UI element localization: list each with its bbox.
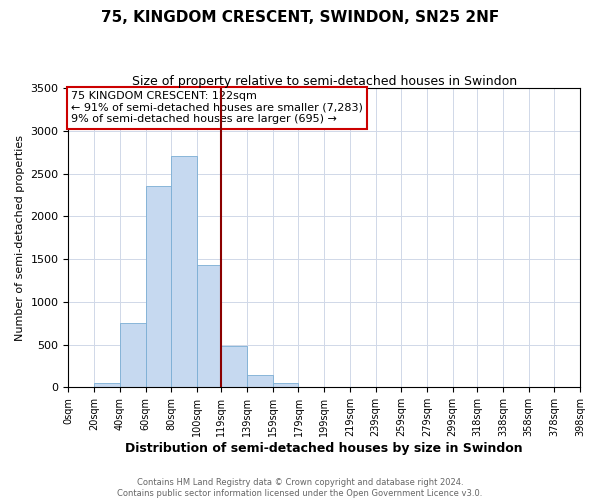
Bar xyxy=(146,186,171,388)
Bar xyxy=(247,374,273,388)
Text: 75 KINGDOM CRESCENT: 122sqm
← 91% of semi-detached houses are smaller (7,283)
9%: 75 KINGDOM CRESCENT: 122sqm ← 91% of sem… xyxy=(71,91,363,124)
Y-axis label: Number of semi-detached properties: Number of semi-detached properties xyxy=(15,134,25,340)
Text: 75, KINGDOM CRESCENT, SWINDON, SN25 2NF: 75, KINGDOM CRESCENT, SWINDON, SN25 2NF xyxy=(101,10,499,25)
Bar xyxy=(94,383,120,388)
Bar xyxy=(221,346,247,388)
Bar xyxy=(197,265,221,388)
Text: Contains HM Land Registry data © Crown copyright and database right 2024.
Contai: Contains HM Land Registry data © Crown c… xyxy=(118,478,482,498)
Bar xyxy=(171,156,197,388)
Title: Size of property relative to semi-detached houses in Swindon: Size of property relative to semi-detach… xyxy=(131,75,517,88)
X-axis label: Distribution of semi-detached houses by size in Swindon: Distribution of semi-detached houses by … xyxy=(125,442,523,455)
Bar xyxy=(273,383,298,388)
Bar xyxy=(120,323,146,388)
